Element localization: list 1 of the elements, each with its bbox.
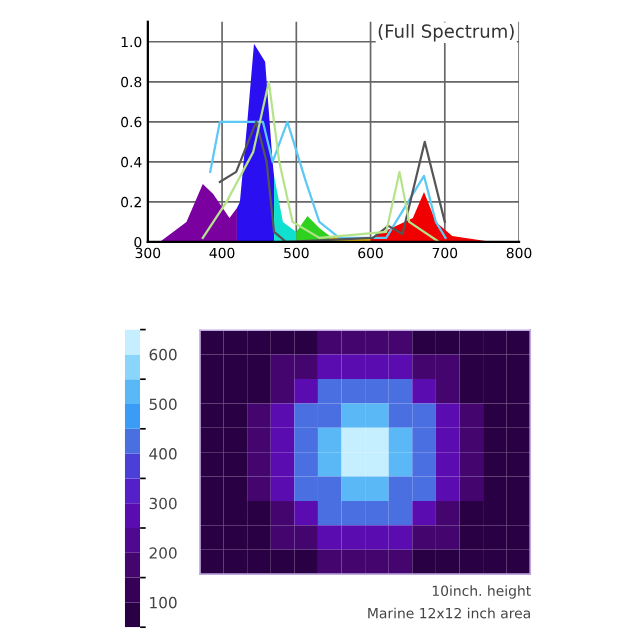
chart-title: (Full Spectrum): [378, 23, 514, 42]
